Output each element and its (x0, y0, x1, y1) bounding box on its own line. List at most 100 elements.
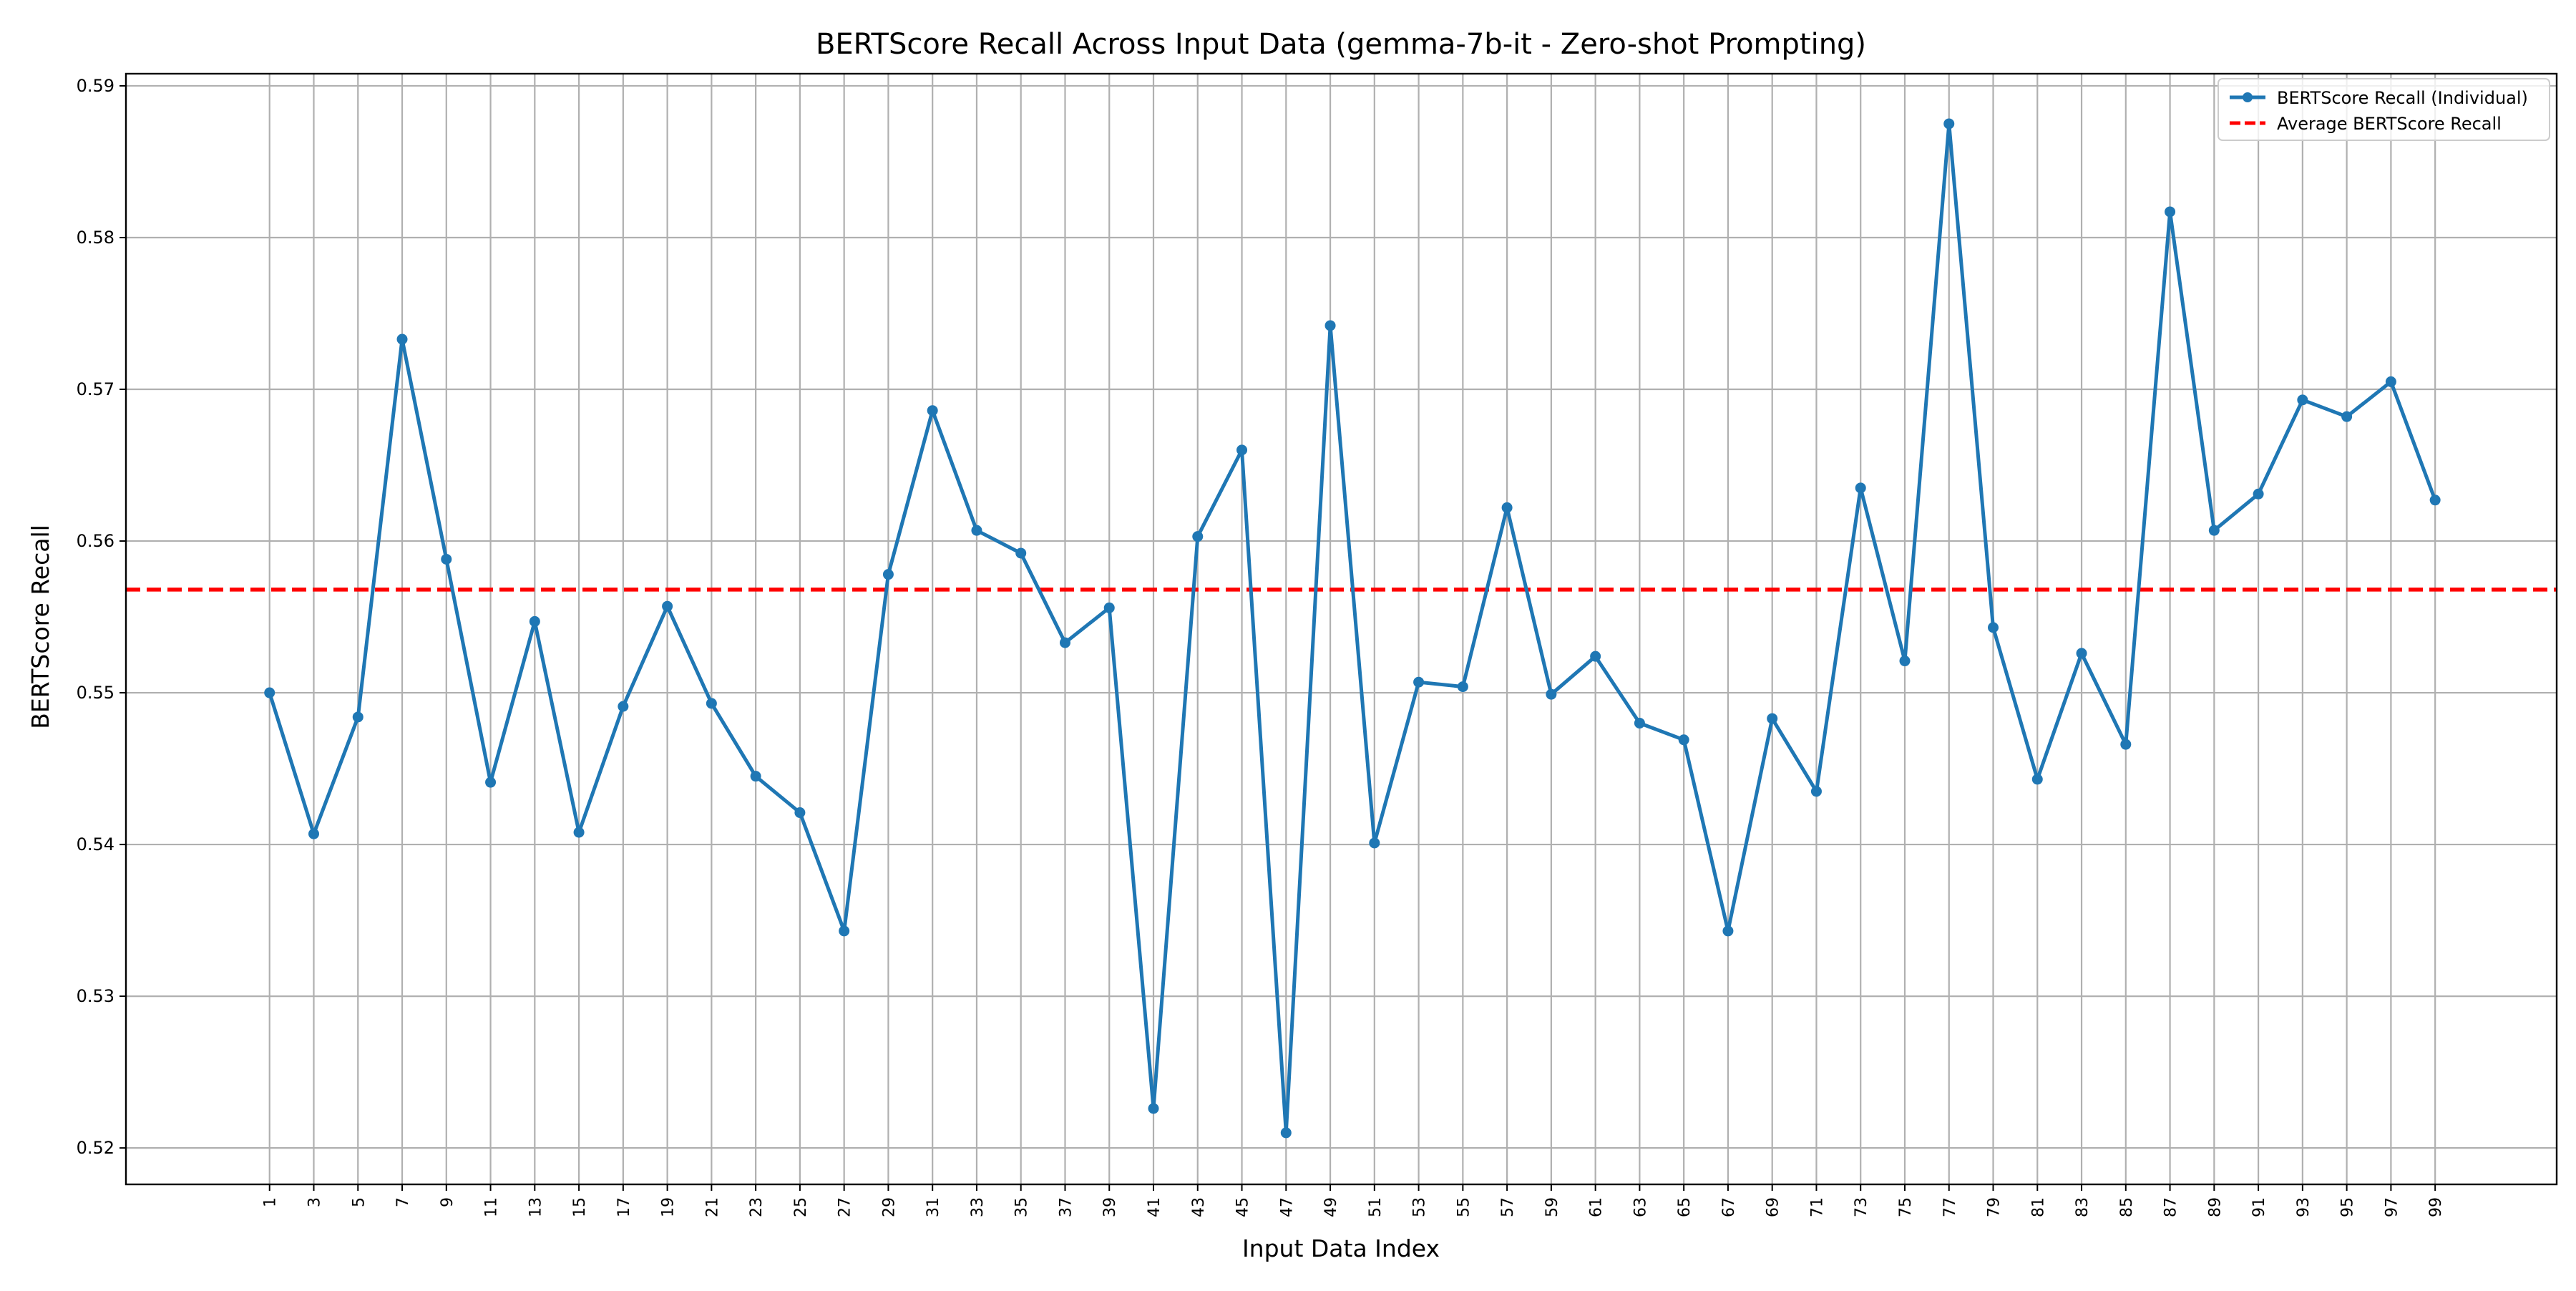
data-point (2385, 376, 2396, 387)
data-point (2341, 411, 2353, 422)
data-point (441, 553, 452, 565)
x-tick-label: 73 (1853, 1197, 1870, 1217)
data-point (1501, 502, 1513, 513)
data-point (2031, 774, 2043, 785)
data-point (529, 615, 540, 627)
x-tick-label: 25 (792, 1197, 810, 1217)
series-layer (264, 118, 2441, 1139)
data-point (1236, 444, 1248, 456)
x-tick-label: 7 (394, 1197, 412, 1207)
x-tick-label: 55 (1455, 1197, 1473, 1217)
x-tick-label: 49 (1322, 1197, 1340, 1217)
x-tick-label: 39 (1101, 1197, 1119, 1217)
x-tick-label: 81 (2029, 1197, 2047, 1217)
x-tick-label: 45 (1234, 1197, 1252, 1217)
y-tick-label: 0.54 (77, 834, 114, 854)
data-point (308, 828, 319, 839)
x-tick-label: 67 (1720, 1197, 1738, 1217)
data-point (1546, 688, 1557, 700)
y-tick-label: 0.56 (77, 531, 114, 551)
data-point (1767, 713, 1778, 724)
x-tick-label: 31 (924, 1197, 942, 1217)
data-point (1369, 837, 1380, 849)
x-tick-label: 11 (483, 1197, 501, 1217)
data-point (2165, 206, 2176, 218)
data-point (839, 925, 850, 937)
data-point (2208, 525, 2220, 536)
x-tick-label: 87 (2162, 1197, 2180, 1217)
data-point (750, 771, 761, 782)
x-tick-label: 33 (969, 1197, 987, 1217)
data-point (485, 776, 497, 788)
data-point (2297, 394, 2308, 406)
x-tick-label: 41 (1146, 1197, 1163, 1217)
x-tick-label: 95 (2339, 1197, 2357, 1217)
legend-label-individual: BERTScore Recall (Individual) (2277, 88, 2528, 108)
x-tick-label: 51 (1367, 1197, 1385, 1217)
data-point (1899, 656, 1911, 667)
data-point (794, 807, 806, 819)
x-tick-label: 1 (262, 1197, 280, 1207)
x-tick-label: 13 (527, 1197, 545, 1217)
data-point (1192, 531, 1204, 542)
data-point (352, 711, 364, 723)
x-tick-label: 57 (1499, 1197, 1517, 1217)
x-tick-label: 59 (1543, 1197, 1561, 1217)
legend: BERTScore Recall (Individual) Average BE… (2218, 78, 2550, 141)
data-point (396, 333, 408, 345)
data-point (927, 405, 938, 416)
data-point (264, 687, 275, 698)
data-point (662, 600, 673, 612)
x-tick-label: 35 (1013, 1197, 1031, 1217)
y-tick-label: 0.57 (77, 379, 114, 399)
data-point (1855, 482, 1866, 494)
x-axis-label: Input Data Index (1242, 1234, 1440, 1262)
y-tick-label: 0.58 (77, 228, 114, 248)
data-point (1634, 717, 1645, 729)
x-tick-label: 27 (836, 1197, 854, 1217)
data-point (882, 569, 894, 580)
data-point (1810, 786, 1822, 797)
x-axis-ticks: 1 3 5 7 9 11 13 15 17 19 21 23 25 27 29 31 33 35 37 39 41 43 4… (262, 1184, 2445, 1217)
x-tick-label: 21 (703, 1197, 721, 1217)
x-tick-label: 37 (1057, 1197, 1075, 1217)
legend-box (2218, 78, 2550, 141)
data-point (1988, 622, 1999, 633)
legend-marker-individual (2243, 92, 2253, 102)
x-tick-label: 17 (615, 1197, 633, 1217)
data-point (618, 701, 629, 712)
data-point (2076, 648, 2087, 659)
data-point (2120, 739, 2132, 750)
x-tick-label: 29 (880, 1197, 898, 1217)
data-point (1015, 547, 1027, 559)
data-point (1103, 602, 1115, 613)
data-point (1678, 734, 1689, 746)
y-tick-label: 0.55 (77, 683, 114, 703)
data-point (1722, 925, 1734, 937)
x-tick-label: 93 (2295, 1197, 2313, 1217)
x-tick-label: 79 (1986, 1197, 2004, 1217)
x-tick-label: 99 (2427, 1197, 2445, 1217)
x-tick-label: 3 (306, 1197, 323, 1207)
y-axis-label: BERTScore Recall (26, 525, 54, 729)
data-point (1148, 1103, 1159, 1114)
x-tick-label: 97 (2383, 1197, 2401, 1217)
x-tick-label: 71 (1808, 1197, 1826, 1217)
data-point (1590, 651, 1601, 662)
x-tick-label: 83 (2074, 1197, 2092, 1217)
series-line-individual (268, 122, 2437, 1135)
y-tick-label: 0.53 (77, 986, 114, 1006)
x-tick-label: 63 (1631, 1197, 1649, 1217)
x-tick-label: 75 (1897, 1197, 1915, 1217)
x-tick-label: 5 (350, 1197, 368, 1207)
data-point (1059, 637, 1070, 648)
chart-title: BERTScore Recall Across Input Data (gemm… (816, 28, 1866, 61)
x-tick-label: 89 (2206, 1197, 2224, 1217)
plot-area-frame (125, 72, 2558, 1186)
x-tick-label: 91 (2250, 1197, 2268, 1217)
x-tick-label: 85 (2118, 1197, 2136, 1217)
x-tick-label: 69 (1765, 1197, 1782, 1217)
y-axis-ticks: 0.52 0.53 0.54 0.55 0.56 0.57 0.58 0.59 (77, 76, 126, 1158)
x-tick-label: 9 (439, 1197, 457, 1207)
